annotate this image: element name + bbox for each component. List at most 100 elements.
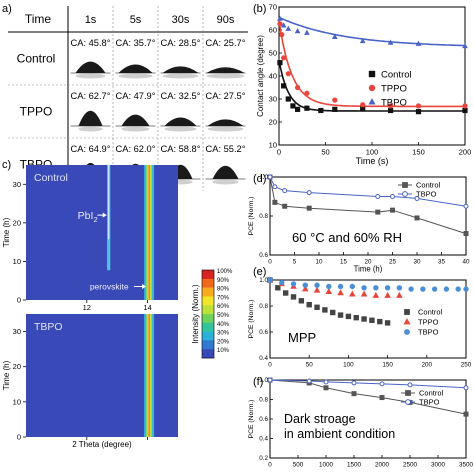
x-tick-label: 3000 [431, 461, 446, 468]
subplot-title-tbpo: TBPO [34, 321, 63, 333]
heatmap-background [26, 165, 178, 300]
y-tick-label: 0.6 [259, 329, 268, 336]
data-point-tppo [281, 55, 287, 61]
panel-label-e: (e) [253, 266, 266, 278]
x-tick-label: 35 [438, 258, 446, 265]
data-point-tbpo [415, 40, 422, 46]
data-point-tbpo [420, 286, 426, 292]
x-tick-label: 50 [306, 361, 314, 368]
data-point-tbpo [463, 203, 469, 209]
annotation-mpp: MPP [288, 330, 316, 345]
data-point-tppo [302, 285, 309, 292]
annotation-storage-line1: Dark stroage [284, 412, 356, 426]
droplet-image [75, 61, 106, 73]
data-point-tbpo [279, 279, 285, 286]
data-point-tbpo [375, 194, 381, 199]
data-point-control [377, 318, 383, 325]
contact-angle-value: CA: 25.7° [206, 38, 246, 48]
y-tick-label: 1.0 [259, 174, 268, 181]
legend-label-control: Control [416, 181, 441, 190]
x-tick-label: 20 [364, 258, 372, 265]
panel-b: (b) 0 50 100 150 200 10 20 30 40 50 60 70 Time (s) Con… [253, 3, 471, 167]
data-point-control [277, 60, 283, 66]
panel-a: a) Time 1s 5s 30s 90s Control CA: 45.8° CA: 35.7… [2, 3, 248, 191]
y-tick-label: 0 [17, 296, 21, 305]
x-tick-label: 200 [422, 361, 433, 368]
data-point-tbpo [285, 25, 292, 31]
data-point-tbpo [349, 283, 356, 290]
legend-marker-tbpo [405, 399, 411, 405]
panel-d: (d) 0 5 10 15 20 25 30 35 40 0.6 0.8 1.0 Time (h) PCE … [248, 173, 470, 274]
data-point-tppo [349, 290, 356, 297]
perovskite-peak-center [148, 314, 150, 437]
legend-label-tppo: TPPO [418, 318, 439, 327]
legend-label-tbpo: TBPO [419, 398, 440, 407]
y-tick-label: 1.0 [259, 377, 268, 384]
colorbar-tick-label: 50% [217, 313, 230, 319]
data-point-control [275, 285, 281, 291]
panel-label-a: a) [2, 3, 12, 15]
droplet-image [212, 165, 239, 179]
legend-label-control: Control [381, 70, 412, 81]
legend-label-tbpo: TBPO [416, 190, 437, 199]
y-tick-label: 10 [13, 397, 21, 406]
data-point-tbpo [384, 285, 391, 291]
data-point-control [375, 209, 381, 215]
x-tick-label: 150 [382, 361, 393, 368]
header-time-3: 90s [217, 14, 235, 26]
data-point-control [462, 107, 468, 114]
data-point-tbpo [306, 190, 312, 196]
data-point-tbpo [277, 15, 283, 21]
legend-marker-tppo [368, 84, 376, 92]
data-point-tbpo [361, 285, 367, 291]
y-tick-label: 0.8 [259, 213, 268, 220]
data-point-tbpo [304, 29, 310, 35]
droplet-image [207, 119, 244, 126]
data-point-tppo [337, 289, 344, 296]
data-point-tppo [313, 286, 321, 293]
data-point-control [369, 317, 375, 324]
data-point-control [463, 231, 469, 237]
x-tick-label: 2500 [403, 461, 418, 468]
droplet-reflection [162, 73, 199, 79]
legend-marker-tbpo [404, 329, 410, 335]
data-point-control [361, 316, 367, 322]
x-tick-label: 0 [277, 148, 281, 157]
data-point-tbpo [326, 283, 332, 290]
data-point-tbpo [280, 22, 287, 28]
droplet-image [121, 114, 150, 126]
data-point-control [337, 312, 344, 318]
legend-marker-control [368, 70, 376, 78]
annotation-condition: 60 °C and 60% RH [292, 230, 402, 245]
droplet-image [162, 66, 199, 73]
x-tick-label: 3500 [459, 461, 474, 468]
y-axis-label: PCE (Norm.) [248, 300, 255, 339]
data-point-control [463, 411, 469, 417]
annotation-storage-line2: in ambient condition [284, 427, 395, 441]
droplet-image [164, 117, 197, 126]
x-tick-label: 0 [268, 361, 272, 368]
row-label-control: Control [17, 52, 56, 66]
droplet-reflection [212, 179, 239, 185]
data-point-control [330, 309, 336, 316]
y-tick-label: 20 [269, 118, 277, 127]
x-tick-label: 12 [83, 303, 91, 312]
legend-label-tbpo: TBPO [418, 328, 439, 337]
data-point-tbpo [431, 286, 438, 292]
annotation-pbi2: PbI2 [78, 210, 98, 224]
data-point-tbpo [379, 381, 385, 387]
colorbar-segment [202, 287, 214, 297]
data-point-tbpo [302, 282, 308, 288]
x-tick-label: 10 [315, 258, 323, 265]
x-tick-label: 50 [321, 148, 329, 157]
x-tick-label: 0 [268, 461, 272, 468]
data-point-tppo [360, 102, 366, 108]
data-point-tbpo [306, 378, 312, 384]
data-point-control [322, 307, 328, 313]
header-time: Time [25, 12, 52, 26]
data-point-control [314, 304, 320, 311]
colorbar-segment [202, 331, 214, 341]
x-tick-label: 30 [413, 258, 421, 265]
header-time-1: 5s [130, 14, 142, 26]
